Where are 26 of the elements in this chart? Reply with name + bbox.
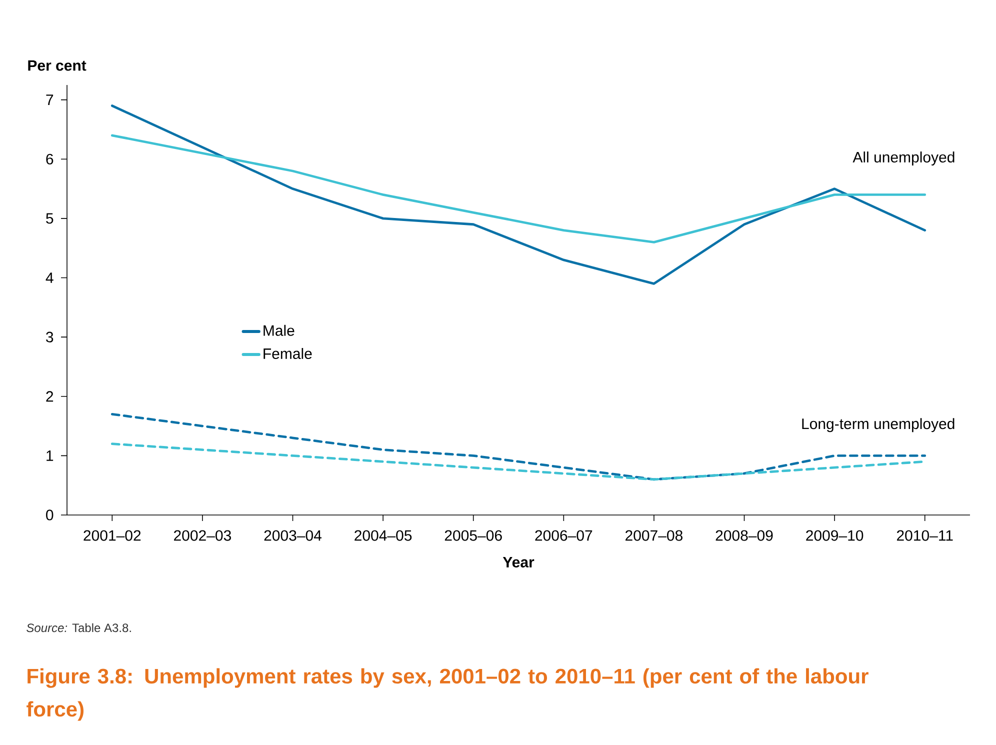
y-axis-title: Per cent: [28, 60, 86, 71]
x-tick-label: 2003–04: [264, 530, 322, 541]
text: Source: Table A3.8.: [26, 623, 131, 632]
y-tick-label: 2: [46, 391, 54, 402]
x-tick-label: 2010–11: [896, 530, 953, 541]
x-tick-label: 2001–02: [84, 530, 141, 541]
y-tick-label: 6: [46, 154, 54, 164]
annotation: All unemployed: [852, 152, 954, 166]
y-tick-label: 5: [46, 213, 54, 224]
x-tick-label: 2005–06: [444, 530, 502, 541]
y-tick-label: 3: [46, 332, 54, 342]
x-tick-label: 2006–07: [535, 530, 592, 541]
y-tick-label: 0: [46, 510, 54, 520]
annotation: Long-term unemployed: [802, 418, 954, 432]
y-tick-label: 4: [46, 272, 54, 283]
x-axis-title: Year: [502, 557, 534, 568]
x-tick-label: 2007–08: [626, 530, 682, 541]
y-tick-label: 7: [46, 94, 54, 105]
x-tick-label: 2008–09: [716, 530, 773, 541]
x-tick-label: 2009–10: [806, 530, 864, 541]
x-tick-label: 2004–05: [354, 530, 412, 541]
text: Figure 3.8: Unemployment rates by sex, 2001–02 to 2010–11 (per cent of the labour force): [26, 668, 868, 721]
x-tick-label: 2002–03: [174, 530, 231, 541]
legend-label: Female: [264, 348, 312, 360]
legend-label: Male: [264, 324, 294, 336]
y-tick-label: 1: [46, 450, 54, 461]
